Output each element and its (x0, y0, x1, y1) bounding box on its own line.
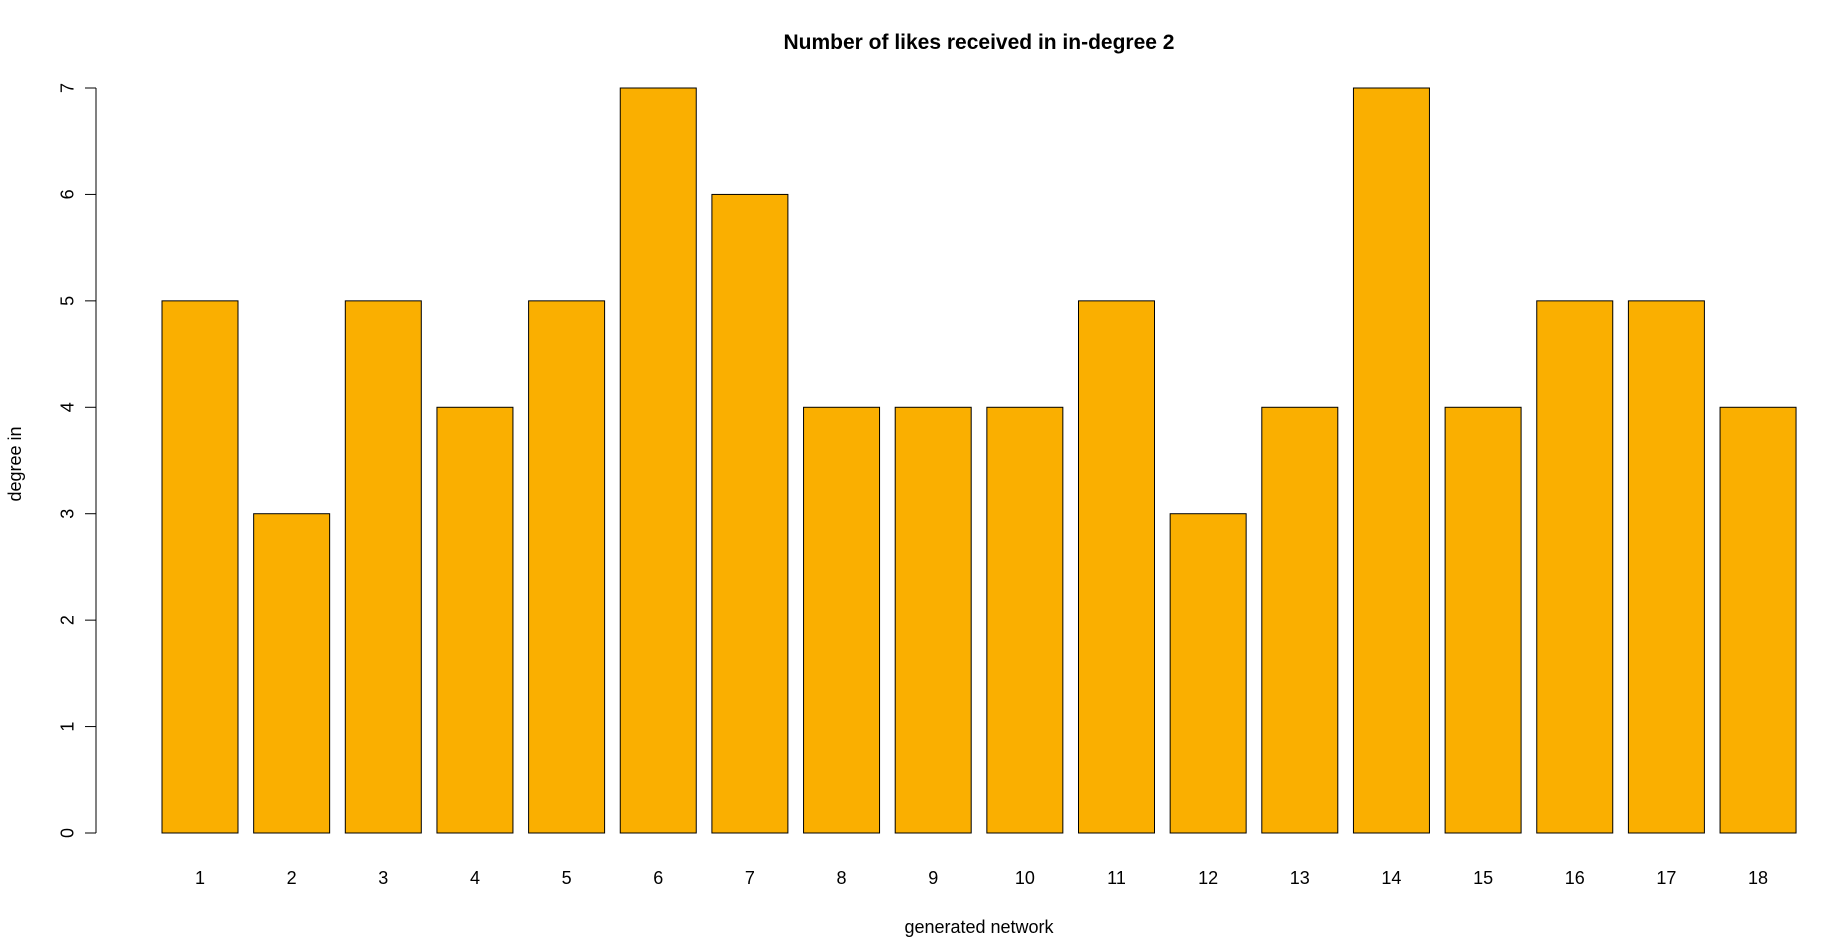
y-axis-ticks: 0 1 2 3 4 5 6 7 (57, 83, 96, 838)
bar (1536, 300, 1614, 834)
y-tick-label: 2 (57, 615, 77, 625)
x-tick-label: 11 (1107, 868, 1126, 888)
bar (161, 300, 239, 834)
bar (436, 406, 514, 834)
bar (1169, 513, 1247, 834)
y-tick-label: 3 (57, 509, 77, 519)
bar (253, 513, 331, 834)
y-tick-label: 1 (57, 722, 77, 732)
bar (803, 406, 881, 834)
y-tick-label: 0 (57, 828, 77, 838)
bar (1627, 300, 1705, 834)
x-axis-label: generated network (904, 917, 1054, 937)
bar (711, 193, 789, 834)
x-tick-label: 16 (1565, 868, 1585, 888)
x-tick-label: 9 (928, 868, 938, 888)
bar (1352, 87, 1430, 834)
x-tick-label: 18 (1748, 868, 1768, 888)
y-tick-label: 5 (57, 296, 77, 306)
y-axis-label: degree in (5, 426, 25, 501)
bar (528, 300, 606, 834)
x-tick-label: 6 (653, 868, 663, 888)
x-tick-label: 13 (1290, 868, 1310, 888)
x-tick-label: 8 (837, 868, 847, 888)
y-tick-label: 7 (57, 83, 77, 93)
y-tick-label: 4 (57, 402, 77, 412)
x-tick-label: 10 (1015, 868, 1035, 888)
y-tick-label: 6 (57, 189, 77, 199)
x-tick-label: 4 (470, 868, 480, 888)
chart-title: Number of likes received in in-degree 2 (784, 31, 1175, 54)
bar (1078, 300, 1155, 834)
x-tick-label: 17 (1656, 868, 1676, 888)
x-tick-label: 3 (378, 868, 388, 888)
bar (344, 300, 422, 834)
bar (986, 406, 1064, 834)
x-tick-label: 7 (745, 868, 755, 888)
bar (1261, 406, 1339, 834)
bar (1719, 406, 1797, 834)
x-tick-label: 15 (1473, 868, 1493, 888)
x-axis-tick-labels: 1 2 3 4 5 6 7 8 9 10 11 12 13 14 15 16 17 18 (195, 868, 1768, 888)
x-tick-label: 1 (195, 868, 205, 888)
bar (619, 87, 697, 834)
bar (1444, 406, 1522, 834)
x-tick-label: 12 (1198, 868, 1218, 888)
bar (894, 406, 972, 834)
x-tick-label: 2 (287, 868, 297, 888)
x-tick-label: 5 (562, 868, 572, 888)
bars (161, 87, 1797, 834)
x-tick-label: 14 (1381, 868, 1401, 888)
